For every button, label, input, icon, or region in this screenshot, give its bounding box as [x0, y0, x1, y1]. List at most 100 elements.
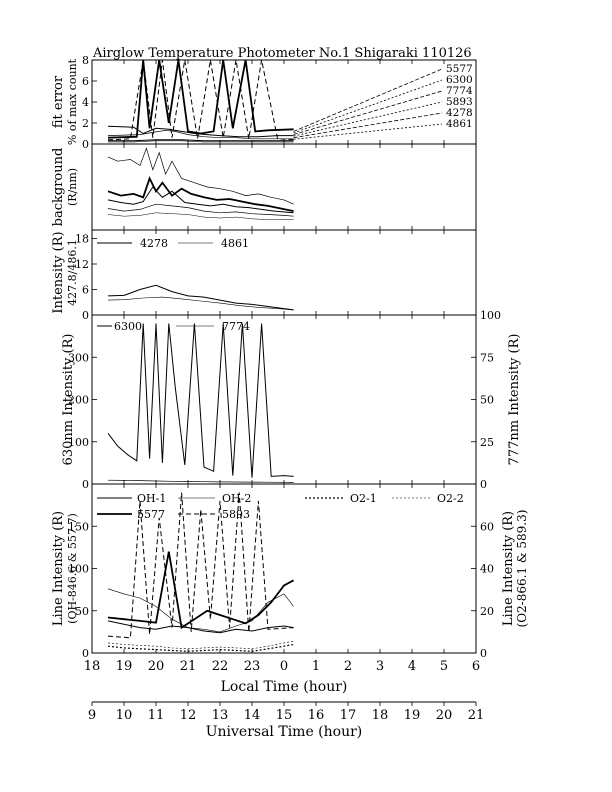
series-line-6300: [107, 125, 294, 138]
legend-label: 4861: [221, 237, 249, 250]
ut-tick-label: 20: [436, 708, 453, 723]
legend-label: 5577: [446, 63, 473, 75]
local-tick-label: 2: [344, 659, 352, 674]
series-line-b4: [107, 203, 294, 217]
series-line-b1: [107, 147, 294, 205]
y-tick-right-label: 0: [480, 478, 487, 491]
local-tick-label: 23: [244, 659, 261, 674]
legend-label: 4861: [446, 118, 473, 130]
local-tick-label: 3: [376, 659, 384, 674]
legend-label: 7774: [446, 85, 473, 97]
y-tick-label: 0: [82, 138, 89, 151]
series-line-7774: [107, 129, 294, 140]
series-line-OH-2: [107, 588, 294, 633]
ut-tick-label: 18: [372, 708, 389, 723]
panel-background: background (R/nm): [51, 143, 477, 231]
legend-label: OH-1: [137, 492, 166, 505]
series-group: [107, 284, 294, 311]
legend-leader: [293, 123, 443, 140]
legend-label: O2-2: [437, 492, 464, 505]
local-tick-label: 19: [116, 659, 133, 674]
series-line-4861: [108, 140, 294, 143]
legend-label: O2-1: [350, 492, 377, 505]
y-tick-label: 50: [75, 605, 89, 618]
ut-axis-label: Universal Time (hour): [206, 724, 363, 740]
y-tick-right-label: 40: [480, 563, 494, 576]
y-tick-right-label: 100: [480, 309, 501, 322]
y-tick-label: 6: [82, 75, 89, 88]
legend-leader: [293, 112, 443, 139]
legend-label: 5577: [137, 508, 165, 521]
legend-label: 5893: [446, 96, 473, 108]
y-axis-label: Intensity (R): [51, 231, 66, 313]
legend-leader: [293, 90, 443, 135]
y-axis-label: Line Intensity (R): [51, 511, 66, 626]
ut-tick-label: 21: [468, 708, 485, 723]
series-group: [107, 323, 294, 483]
local-tick-label: 21: [180, 659, 197, 674]
y-tick-label: 4: [82, 96, 89, 109]
y-axis-label-sub: 427.8/486.1: [66, 239, 79, 306]
y-tick-label: 300: [68, 351, 89, 364]
y-tick-label: 0: [82, 478, 89, 491]
legend-label: 7774: [222, 320, 250, 333]
y-tick-right-label: 50: [480, 394, 494, 407]
legend-label: 5893: [222, 508, 250, 521]
y-tick-right-label: 20: [480, 605, 494, 618]
y-tick-right-label: 0: [480, 647, 487, 660]
y-tick-label: 12: [75, 258, 89, 271]
y-tick-right-label: 75: [480, 351, 494, 364]
series-group: [107, 60, 294, 143]
series-line-5577: [107, 551, 295, 630]
ut-tick-label: 9: [88, 708, 96, 723]
series-line-O2-2: [107, 640, 294, 650]
panel-intensity_427: 0 6 12 18 Intensity (R) 427.8/486.1 4278 4861: [51, 229, 477, 322]
ut-tick-label: 17: [340, 708, 357, 723]
y-axis-label: background: [51, 148, 66, 227]
ut-tick-label: 16: [308, 708, 325, 723]
y-tick-label: 18: [75, 233, 89, 246]
local-tick-label: 18: [84, 659, 101, 674]
series-line-5577: [107, 60, 294, 139]
series-group: [107, 147, 294, 220]
y-axis-label-sub: (OH-846.6 & 557.7): [66, 513, 79, 624]
ut-tick-label: 14: [244, 708, 261, 723]
panel-frame: [91, 143, 477, 231]
series-group: [107, 492, 295, 652]
panel-fit_error: 0 2 4 6 8 fit error% of max count 557763007774…: [51, 54, 477, 151]
ut-tick-label: 13: [212, 708, 229, 723]
local-tick-label: 22: [212, 659, 229, 674]
y-tick-label: 100: [68, 436, 89, 449]
y-tick-label: 6: [82, 284, 89, 297]
series-line-b5: [107, 212, 294, 220]
series-line-4278: [108, 139, 294, 142]
y-axis-label: fit error: [51, 75, 66, 128]
series-line-4278: [107, 284, 294, 311]
series-line-OH-1: [107, 620, 294, 634]
series-line-4861: [107, 296, 294, 311]
y-tick-label: 0: [82, 309, 89, 322]
y-axis-label-right: 777nm Intensity (R): [507, 334, 522, 466]
ut-tick-label: 10: [116, 708, 133, 723]
chart-title: Airglow Temperature Photometer No.1 Shig…: [92, 46, 472, 61]
series-line-b3: [107, 186, 294, 214]
y-axis-label: 630nm Intensity (R): [61, 334, 76, 466]
series-line-5893: [107, 492, 294, 639]
legend-label: OH-2: [222, 492, 251, 505]
panel-frame: [91, 314, 477, 485]
ut-tick-label: 12: [180, 708, 197, 723]
y-axis-label-right: Line Intensity (R): [501, 511, 516, 626]
y-tick-right-label: 60: [480, 520, 494, 533]
legend-label: 6300: [446, 74, 473, 86]
series-line-O2-1: [107, 643, 294, 652]
ut-tick-label: 15: [276, 708, 293, 723]
legend-label: 4278: [140, 237, 168, 250]
legend-label: 4278: [446, 107, 473, 119]
ut-time-axis: 9 10 11 12 13 14 15 16 17 18 19 20 21 Universal Time …: [88, 701, 485, 740]
y-tick-label: 200: [68, 394, 89, 407]
y-tick-label: 100: [68, 563, 89, 576]
local-tick-label: 0: [280, 659, 288, 674]
ut-tick-label: 11: [148, 708, 165, 723]
